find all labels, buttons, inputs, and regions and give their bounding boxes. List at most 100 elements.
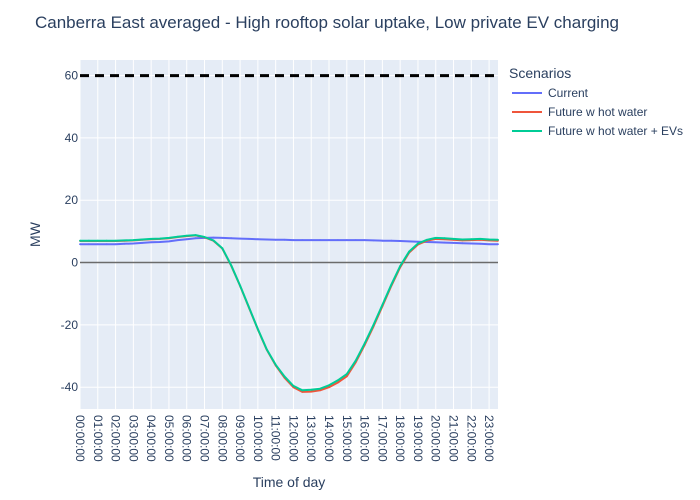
series-future-w-hot-water-evs bbox=[79, 234, 499, 392]
data-point bbox=[497, 238, 499, 241]
series-line-future-w-hot-water-evs bbox=[80, 234, 499, 392]
reference-lines bbox=[80, 74, 498, 264]
plot-area bbox=[80, 60, 498, 409]
data-point bbox=[408, 250, 410, 253]
data-point bbox=[319, 239, 321, 242]
data-point bbox=[417, 242, 419, 245]
data-point bbox=[88, 243, 90, 246]
data-point bbox=[274, 363, 277, 366]
data-point bbox=[248, 238, 250, 240]
legend-item-future-w-hot-water-evs: Future w hot water + EVs bbox=[512, 124, 683, 138]
data-point bbox=[265, 348, 268, 351]
grid bbox=[79, 60, 498, 409]
data-point bbox=[443, 241, 446, 244]
data-point bbox=[239, 237, 242, 240]
data-point bbox=[408, 240, 410, 243]
data-point bbox=[479, 238, 482, 240]
data-point bbox=[345, 239, 348, 242]
data-point bbox=[417, 240, 419, 243]
data-point bbox=[79, 239, 81, 242]
data-point bbox=[399, 240, 402, 242]
data-point bbox=[354, 359, 357, 362]
series-group bbox=[79, 234, 499, 393]
x-tick-label: 18:00:00 bbox=[393, 415, 407, 462]
data-point bbox=[79, 243, 81, 246]
data-point bbox=[221, 247, 224, 250]
data-point bbox=[159, 241, 161, 243]
data-point bbox=[345, 375, 348, 378]
data-point bbox=[123, 239, 126, 242]
data-point bbox=[310, 239, 313, 242]
data-point bbox=[132, 242, 135, 245]
x-axis: 00:00:00 01:00:00 02:00:00 03:00:00 04:00:00… bbox=[73, 415, 496, 462]
data-point bbox=[390, 283, 393, 286]
data-point bbox=[434, 241, 437, 244]
data-point bbox=[257, 238, 259, 241]
series-line-current bbox=[80, 236, 498, 246]
data-point bbox=[159, 237, 161, 240]
data-point bbox=[248, 306, 250, 309]
data-point bbox=[443, 237, 446, 240]
data-point bbox=[301, 239, 304, 242]
x-tick-label: 11:00:00 bbox=[269, 415, 283, 461]
x-tick-label: 22:00:00 bbox=[464, 415, 478, 462]
data-point bbox=[381, 304, 384, 306]
data-point bbox=[168, 237, 170, 239]
data-point bbox=[257, 328, 259, 331]
x-tick-label: 09:00:00 bbox=[233, 415, 247, 462]
data-point bbox=[461, 238, 464, 241]
data-point bbox=[221, 237, 224, 239]
data-point bbox=[345, 373, 348, 375]
data-point bbox=[470, 242, 473, 245]
data-point bbox=[399, 265, 402, 267]
x-tick-label: 17:00:00 bbox=[375, 415, 389, 462]
data-point bbox=[105, 239, 108, 242]
data-point bbox=[328, 386, 330, 389]
data-point bbox=[168, 240, 170, 243]
x-tick-label: 10:00:00 bbox=[251, 415, 265, 462]
data-point bbox=[239, 284, 242, 287]
legend-item-current: Current bbox=[512, 86, 589, 100]
data-point bbox=[479, 242, 482, 245]
data-point bbox=[310, 388, 313, 391]
data-point bbox=[372, 239, 375, 242]
data-point bbox=[141, 242, 144, 244]
data-point bbox=[310, 390, 313, 393]
data-point bbox=[337, 379, 339, 382]
data-point bbox=[185, 234, 188, 237]
x-tick-label: 01:00:00 bbox=[91, 415, 105, 462]
data-point bbox=[372, 324, 375, 326]
x-tick-label: 08:00:00 bbox=[215, 415, 229, 462]
x-tick-label: 03:00:00 bbox=[126, 415, 140, 462]
data-point bbox=[212, 239, 215, 242]
x-tick-label: 23:00:00 bbox=[482, 415, 496, 462]
data-point bbox=[337, 381, 339, 384]
x-tick-label: 15:00:00 bbox=[340, 415, 354, 462]
data-point bbox=[319, 387, 321, 390]
y-tick-label: -40 bbox=[61, 380, 79, 394]
legend-title: Scenarios bbox=[509, 65, 571, 81]
y-tick-label: 0 bbox=[71, 256, 78, 270]
data-point bbox=[150, 238, 153, 240]
data-point bbox=[176, 235, 179, 238]
data-point bbox=[185, 238, 188, 241]
x-tick-label: 00:00:00 bbox=[73, 415, 87, 462]
data-point bbox=[283, 375, 286, 378]
x-tick-label: 02:00:00 bbox=[109, 415, 123, 462]
y-tick-label: 40 bbox=[65, 131, 79, 145]
data-point bbox=[114, 243, 117, 246]
data-point bbox=[301, 389, 304, 392]
data-point bbox=[150, 241, 153, 244]
y-tick-label: -20 bbox=[61, 318, 79, 332]
data-point bbox=[176, 239, 179, 242]
legend-label: Current bbox=[548, 86, 589, 100]
data-point bbox=[105, 243, 108, 246]
data-point bbox=[274, 238, 277, 241]
x-tick-label: 07:00:00 bbox=[198, 415, 212, 462]
y-tick-label: 20 bbox=[65, 193, 79, 207]
data-point bbox=[96, 239, 99, 242]
x-tick-label: 05:00:00 bbox=[162, 415, 176, 462]
data-point bbox=[337, 239, 339, 242]
data-point bbox=[132, 239, 135, 242]
data-point bbox=[328, 384, 330, 387]
